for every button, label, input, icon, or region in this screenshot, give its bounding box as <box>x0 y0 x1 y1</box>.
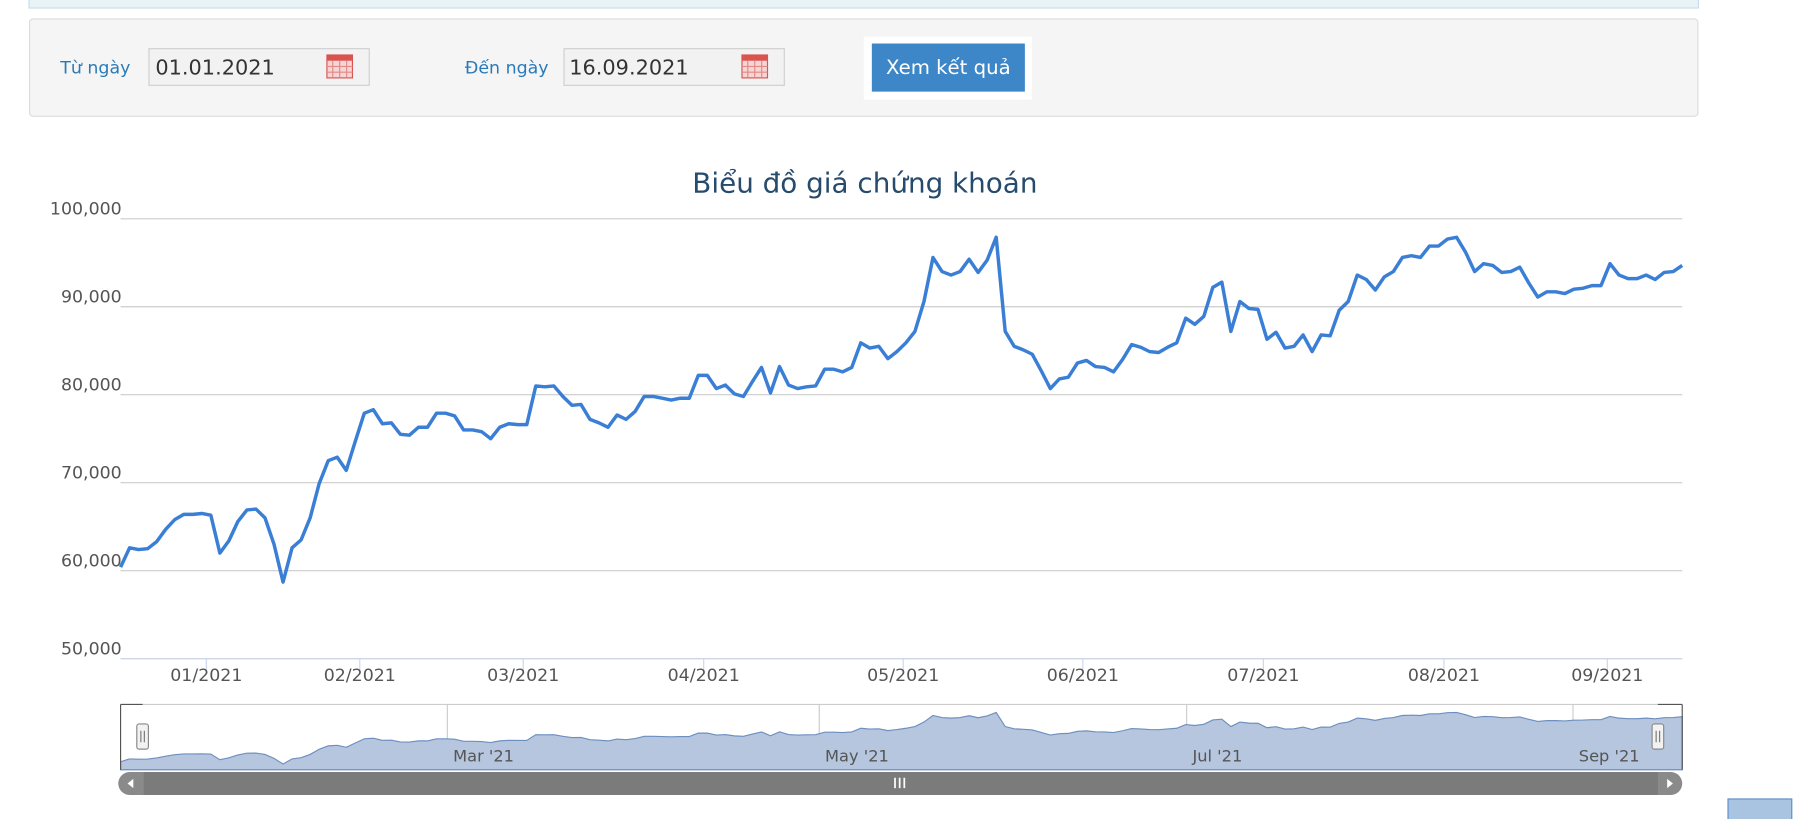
x-tick-label: 08/2021 <box>1408 666 1480 686</box>
navigator-tick-label: Sep '21 <box>1579 747 1640 766</box>
navigator-area <box>119 711 1683 771</box>
from-label: Từ ngày <box>59 59 130 79</box>
scrollbar[interactable] <box>118 772 1683 795</box>
x-tick-label: 03/2021 <box>487 666 559 686</box>
to-value: 16.09.2021 <box>569 56 688 80</box>
to-calendar-icon[interactable] <box>741 54 769 79</box>
corner-button[interactable] <box>1727 798 1793 823</box>
x-tick-label: 06/2021 <box>1047 666 1119 686</box>
y-tick-label: 60,000 <box>61 552 122 572</box>
handle-grip <box>140 730 145 743</box>
y-tick-label: 90,000 <box>61 288 122 308</box>
x-tick-label: 09/2021 <box>1571 666 1643 686</box>
y-tick-label: 70,000 <box>61 464 122 484</box>
y-tick-label: 80,000 <box>61 376 122 396</box>
x-tick-label: 07/2021 <box>1227 666 1299 686</box>
top-bar <box>28 0 1700 9</box>
from-value: 01.01.2021 <box>155 56 274 80</box>
navigator-tick-label: Jul '21 <box>1191 747 1242 766</box>
submit-button[interactable] <box>871 43 1025 92</box>
navigator-tick-label: Mar '21 <box>453 747 514 766</box>
y-tick-label: 100,000 <box>50 200 122 220</box>
x-tick-label: 05/2021 <box>867 666 939 686</box>
chart-title: Biểu đồ giá chứng khoán <box>692 167 1037 200</box>
submit-label: Xem kết quả <box>886 56 1011 79</box>
x-tick-label: 04/2021 <box>668 666 740 686</box>
handle-grip <box>1655 730 1661 743</box>
price-line <box>118 235 1684 584</box>
navigator-tick-label: May '21 <box>825 747 889 766</box>
x-tick-label: 01/2021 <box>170 666 242 686</box>
navigator-handle[interactable] <box>1651 723 1665 750</box>
to-label: Đến ngày <box>465 58 549 79</box>
y-tick-label: 50,000 <box>61 640 122 660</box>
from-calendar-icon[interactable] <box>326 54 354 79</box>
x-tick-label: 02/2021 <box>324 666 396 686</box>
navigator-handle[interactable] <box>136 723 149 750</box>
